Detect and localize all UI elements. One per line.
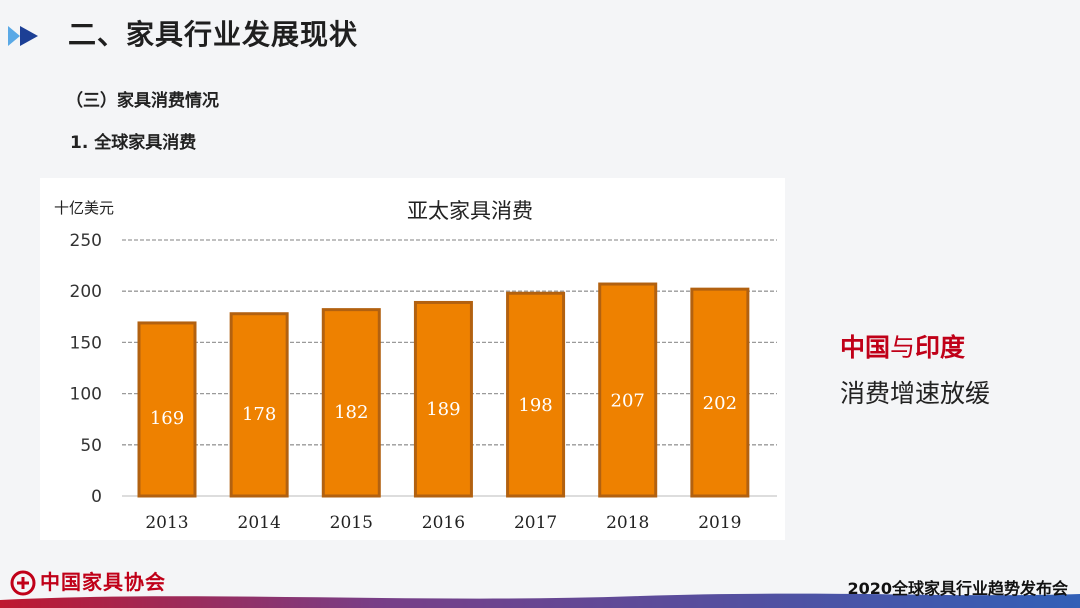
y-tick-label: 0: [91, 487, 102, 507]
side-note: 中国与印度 消费增速放缓: [840, 330, 990, 416]
org-logo-icon: [10, 570, 36, 596]
bar: [598, 282, 658, 498]
side-note-text: 消费增速放缓: [840, 379, 991, 408]
bar: [137, 321, 197, 498]
bar-value-label: 202: [703, 393, 737, 414]
bar-value-label: 178: [242, 404, 276, 425]
bar-value-label: 207: [611, 391, 645, 412]
side-note-highlight-china: 中国: [840, 333, 891, 362]
y-axis-ticks: 0 50 100 150 200 250: [70, 231, 102, 507]
y-axis-unit-label: 十亿美元: [54, 199, 114, 217]
org-logo: 中国家具协会: [10, 568, 180, 598]
y-tick-label: 200: [70, 282, 102, 302]
bar: [690, 287, 750, 498]
side-note-highlight-india: 印度: [915, 333, 966, 362]
x-tick-label: 2014: [238, 513, 281, 533]
x-tick-label: 2015: [330, 513, 373, 533]
bar: [229, 312, 289, 498]
bar: [506, 291, 566, 498]
y-tick-label: 50: [80, 436, 102, 456]
subsection-heading: 1. 全球家具消费: [70, 133, 197, 153]
y-tick-label: 250: [70, 231, 102, 251]
x-tick-label: 2019: [698, 513, 741, 533]
bar-chart: 0 50 100 150 200 250 169 178 182 189 198 207 202 20…: [54, 199, 777, 533]
x-tick-label: 2013: [145, 513, 188, 533]
title-bar: 二、家具行业发展现状: [0, 12, 1080, 58]
bar-value-label: 198: [518, 395, 552, 416]
bar: [321, 308, 381, 498]
page-title: 二、家具行业发展现状: [68, 18, 359, 51]
chart-title: 亚太家具消费: [407, 199, 533, 223]
org-name: 中国家具协会: [40, 570, 166, 594]
side-note-headline: 中国与印度: [840, 330, 990, 366]
bar: [413, 300, 473, 498]
footer-wave-decoration: [0, 593, 1080, 608]
y-tick-label: 100: [70, 385, 102, 405]
x-axis-ticks: 2013 2014 2015 2016 2017 2018 2019: [145, 513, 741, 533]
x-tick-label: 2018: [606, 513, 649, 533]
section-heading: （三）家具消费情况: [66, 91, 219, 111]
play-arrow-icon: [8, 26, 38, 46]
y-tick-label: 150: [70, 333, 102, 353]
x-tick-label: 2016: [422, 513, 465, 533]
side-note-connector: 与: [890, 333, 916, 362]
event-name: 2020全球家具行业趋势发布会: [847, 579, 1068, 598]
bar-value-label: 169: [150, 408, 184, 429]
bar-value-label: 189: [426, 399, 460, 420]
bars: 169 178 182 189 198 207 202: [137, 282, 750, 498]
x-tick-label: 2017: [514, 513, 557, 533]
chart-panel: 0 50 100 150 200 250 169 178 182 189 198 207 202 20…: [40, 178, 785, 540]
bar-value-label: 182: [334, 402, 368, 423]
